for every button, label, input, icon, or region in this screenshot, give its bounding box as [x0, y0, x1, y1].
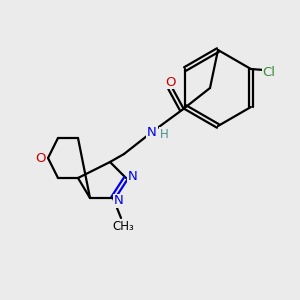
Text: H: H [160, 128, 168, 140]
Text: O: O [165, 76, 175, 88]
Text: O: O [36, 152, 46, 164]
Text: CH₃: CH₃ [112, 220, 134, 232]
Text: N: N [114, 194, 124, 208]
Text: N: N [147, 125, 157, 139]
Text: N: N [128, 169, 138, 182]
Text: Cl: Cl [262, 65, 275, 79]
